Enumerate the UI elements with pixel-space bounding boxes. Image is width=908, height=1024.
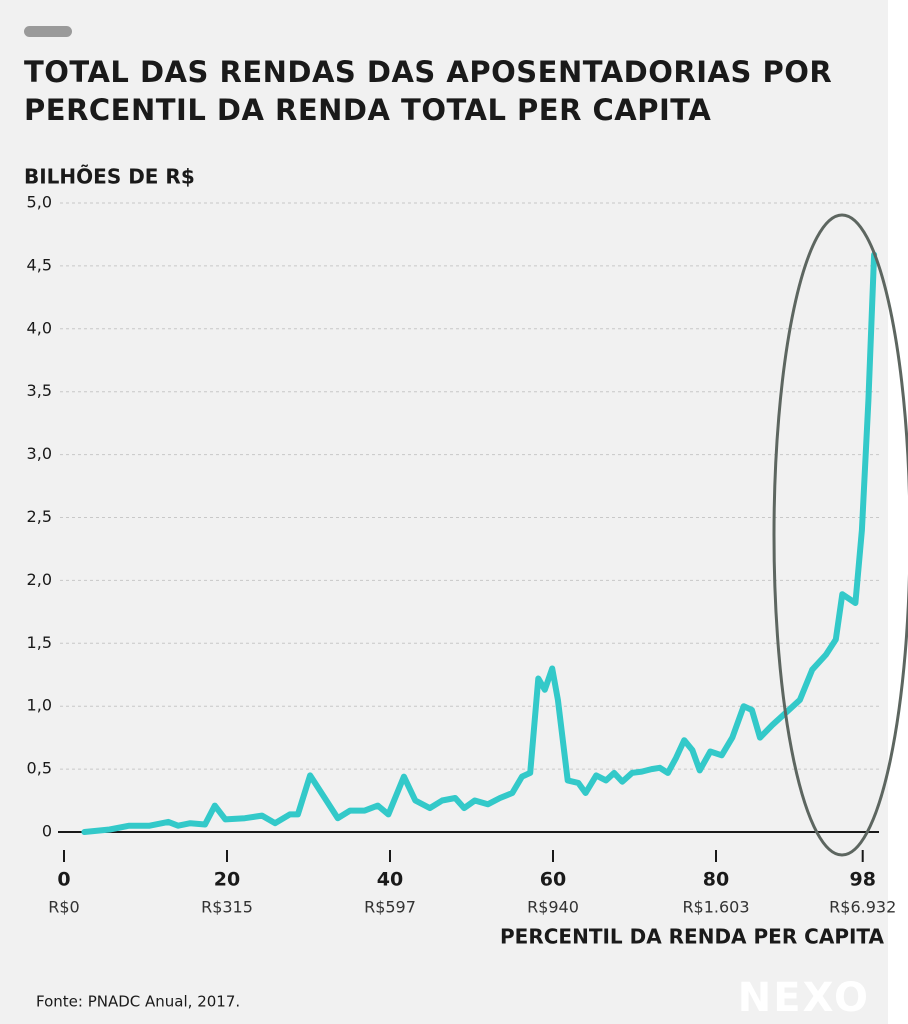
- y-tick-label: 4,5: [27, 255, 52, 274]
- y-tick-label: 1,5: [27, 633, 52, 652]
- y-tick-label: 2,0: [27, 570, 52, 589]
- y-tick-label: 0: [42, 822, 52, 841]
- x-axis-label: PERCENTIL DA RENDA PER CAPITA: [500, 925, 885, 949]
- y-axis-label: BILHÕES DE R$: [24, 165, 195, 189]
- logo: NEXO: [738, 975, 870, 1021]
- x-tick-label: 98: [849, 869, 875, 891]
- tag-pill: [24, 26, 72, 37]
- x-tick-sublabel: R$1.603: [682, 898, 749, 917]
- highlight-ellipse: [772, 213, 908, 857]
- x-tick-label: 20: [214, 869, 240, 891]
- y-tick-label: 3,5: [27, 381, 52, 400]
- x-tick-sublabel: R$0: [48, 898, 79, 917]
- chart-title: PERCENTIL DA RENDA TOTAL PER CAPITA: [24, 93, 711, 127]
- x-tick-label: 60: [540, 869, 566, 891]
- y-tick-label: 2,5: [27, 507, 52, 526]
- source: Fonte: PNADC Anual, 2017.: [36, 993, 240, 1011]
- x-tick-sublabel: R$597: [364, 898, 416, 917]
- y-tick-label: 1,0: [27, 696, 52, 715]
- x-tick-sublabel: R$315: [201, 898, 253, 917]
- x-tick-label: 80: [703, 869, 729, 891]
- y-tick-label: 5,0: [27, 193, 52, 212]
- x-tick-sublabel: R$6.932: [829, 898, 896, 917]
- y-tick-label: 0,5: [27, 759, 52, 778]
- data-line: [81, 251, 878, 835]
- plot: 0 0,5 1,0 1,5 2,0 2,5 3,0 3,5 4,0 4,5 5,0 0 R$0 20 R$3…: [27, 193, 897, 917]
- chart-title: TOTAL DAS RENDAS DAS APOSENTADORIAS POR: [24, 55, 832, 89]
- y-tick-label: 3,0: [27, 444, 52, 463]
- x-tick-sublabel: R$940: [527, 898, 579, 917]
- x-tick-label: 0: [57, 869, 70, 891]
- y-tick-label: 4,0: [27, 318, 52, 337]
- background: [0, 0, 888, 1024]
- x-tick-label: 40: [377, 869, 403, 891]
